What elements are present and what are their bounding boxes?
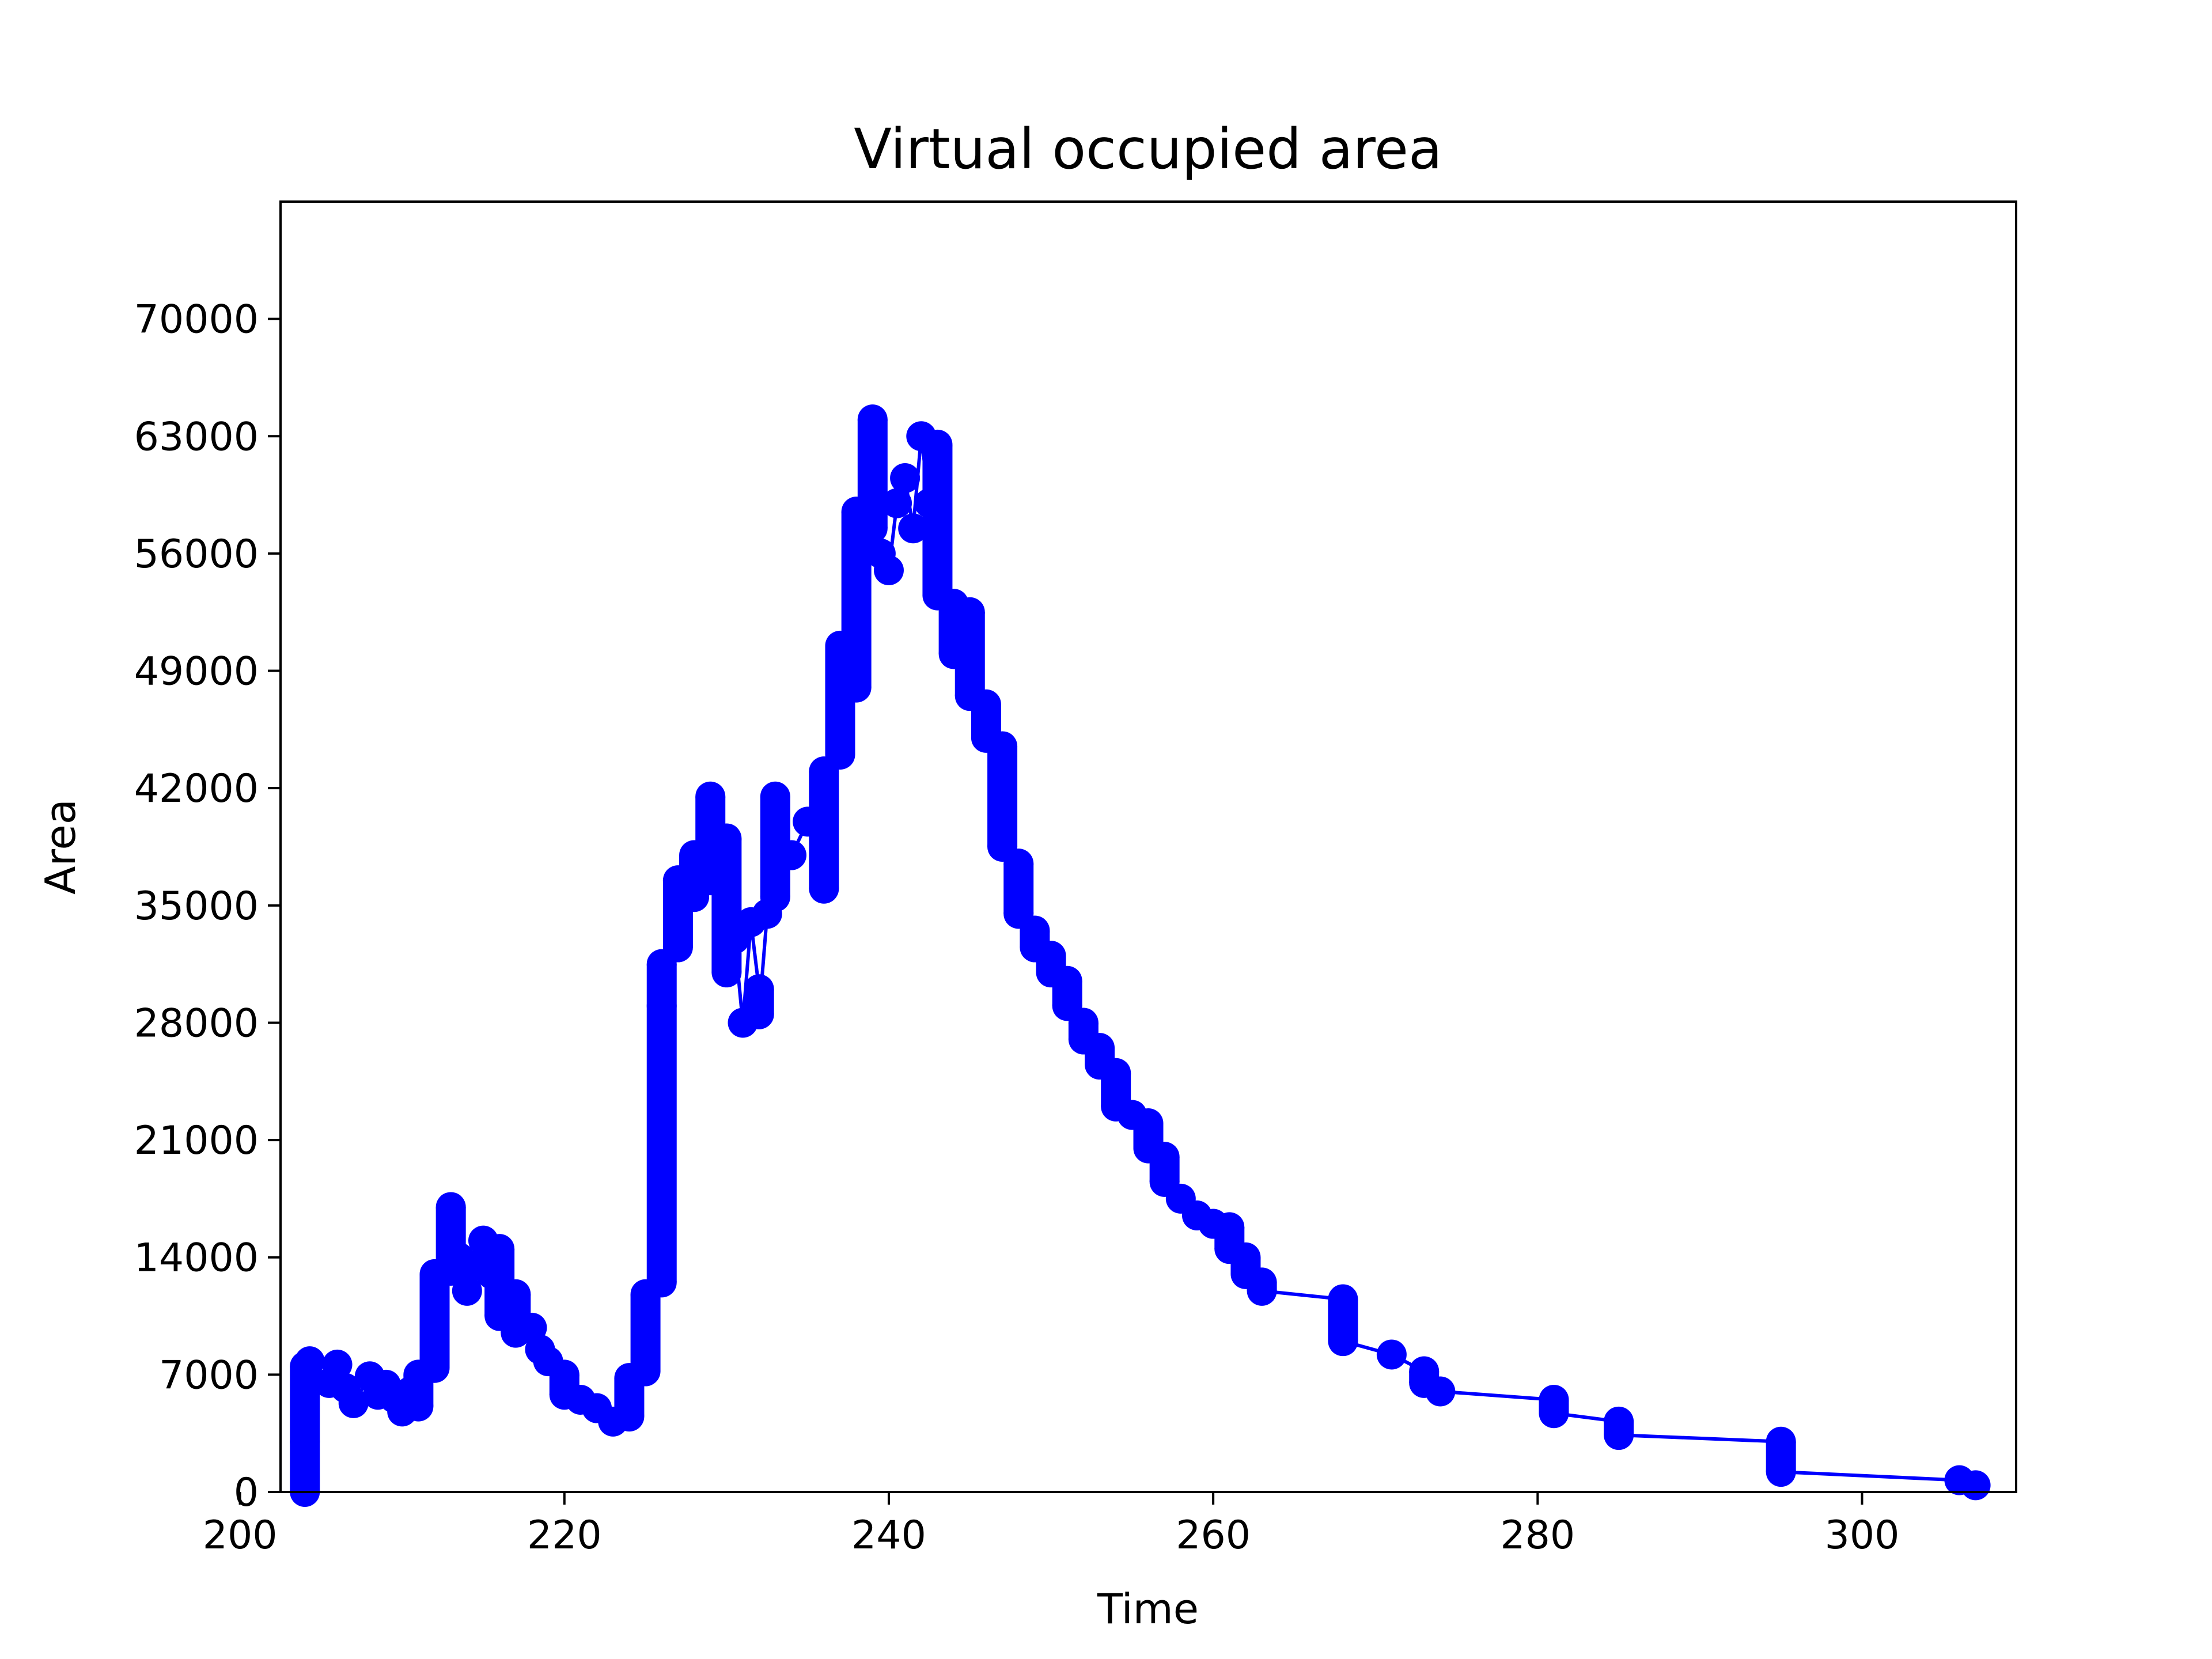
marker-run [809, 771, 839, 889]
x-tick-label: 280 [1500, 1513, 1575, 1558]
y-tick-label: 28000 [134, 1001, 259, 1046]
data-point [882, 488, 912, 518]
data-point [294, 1346, 325, 1377]
data-point [898, 513, 929, 544]
marker-run [1604, 1421, 1634, 1435]
y-tick-label: 42000 [134, 766, 259, 812]
y-tick-label: 14000 [134, 1236, 259, 1281]
data-point [777, 840, 807, 870]
marker-run [1247, 1282, 1277, 1291]
data-point [452, 1275, 482, 1306]
x-tick-label: 200 [203, 1513, 278, 1558]
marker-run [646, 1006, 677, 1283]
x-tick-label: 260 [1176, 1513, 1251, 1558]
marker-run [630, 1294, 661, 1372]
data-point [1247, 1275, 1277, 1306]
marker-run [290, 1441, 320, 1492]
y-axis: 0 7000 14000 21000 28000 35000 42000 49000 56000… [134, 297, 281, 1516]
x-axis-label: Time [1097, 1585, 1199, 1633]
marker-run [1149, 1157, 1180, 1182]
marker-run [1052, 980, 1082, 1006]
x-tick-label: 300 [1825, 1513, 1900, 1558]
marker-run [1101, 1073, 1131, 1107]
marker-run [922, 444, 953, 596]
marker-run [1328, 1299, 1358, 1342]
plot-area [279, 200, 2017, 1507]
series-layer [290, 404, 1991, 1507]
data-point [1960, 1470, 1991, 1501]
marker-run [1003, 863, 1034, 914]
y-tick-label: 35000 [134, 884, 259, 929]
marker-run [971, 704, 1001, 738]
y-tick-label: 49000 [134, 649, 259, 695]
chart-title: Virtual occupied area [854, 117, 1442, 181]
y-tick-label: 7000 [159, 1353, 259, 1398]
x-axis: 200 220 240 260 280 300 [203, 1492, 1900, 1558]
x-tick-label: 220 [527, 1513, 602, 1558]
y-tick-label: 63000 [134, 414, 259, 460]
data-point [890, 463, 921, 493]
y-tick-label: 70000 [134, 297, 259, 343]
marker-run [419, 1274, 450, 1368]
y-tick-label: 56000 [134, 532, 259, 577]
data-point [1376, 1339, 1407, 1370]
y-tick-label: 21000 [134, 1118, 259, 1164]
x-tick-label: 240 [851, 1513, 926, 1558]
marker-run [955, 612, 985, 696]
y-axis-label: Area [36, 799, 85, 895]
data-point [873, 555, 904, 585]
y-tick-label: 0 [234, 1470, 259, 1516]
series-line [303, 418, 1976, 1492]
marker-run [1539, 1400, 1569, 1414]
marker-run [744, 989, 774, 1014]
plot-frame [279, 200, 2017, 1493]
series-markers [290, 404, 1991, 1507]
data-point [1425, 1376, 1456, 1407]
marker-run [646, 964, 677, 1006]
marker-run [857, 419, 888, 529]
marker-run [987, 746, 1018, 847]
data-point [322, 1349, 353, 1380]
data-point [338, 1388, 369, 1418]
marker-run [1766, 1441, 1796, 1472]
